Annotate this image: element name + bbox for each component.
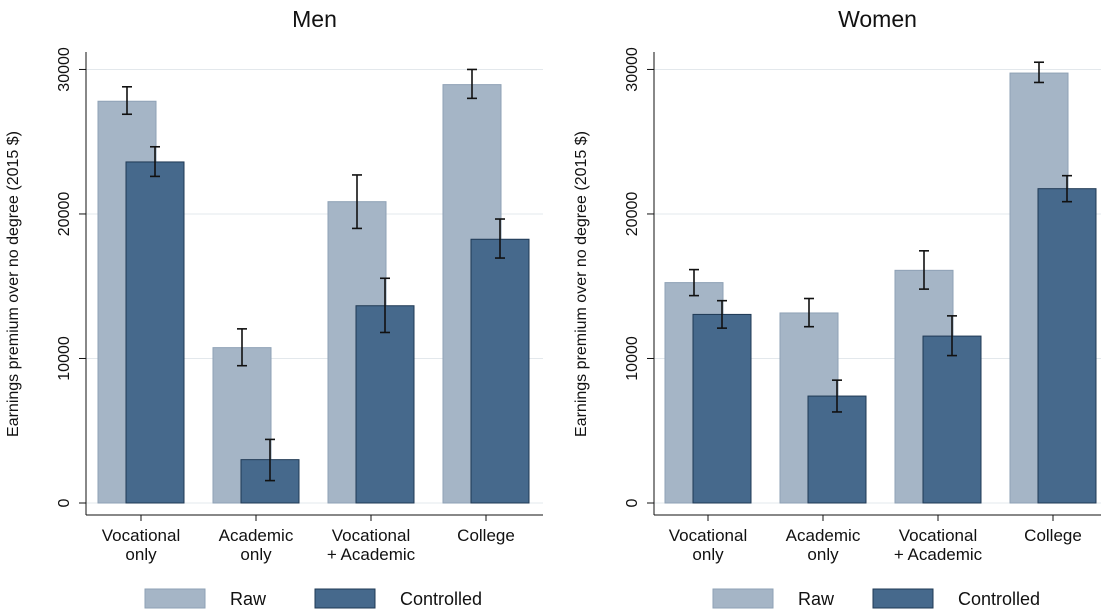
x-tick-label-line: only	[125, 545, 157, 564]
bar-controlled	[922, 335, 982, 504]
x-tick-label: Academic only	[219, 526, 294, 564]
bar-controlled	[692, 313, 752, 504]
women-chart-panel: Women 0 10000 20000 30000 Earnings premium ov…	[568, 0, 1101, 616]
y-tick-label: 10000	[624, 336, 641, 381]
x-tick-label: Academic only	[786, 526, 861, 564]
x-tick-label: College	[457, 526, 515, 545]
x-tick-label-line: only	[692, 545, 724, 564]
legend-swatch	[144, 588, 206, 609]
y-tick-label: 30000	[56, 47, 73, 92]
x-tick-label: Vocational only	[669, 526, 747, 564]
x-tick-label-line: Vocational	[669, 526, 747, 545]
legend-swatch	[712, 588, 774, 609]
bar-controlled	[355, 305, 415, 504]
bar-controlled	[125, 161, 185, 504]
legend-swatch	[872, 588, 934, 609]
y-tick-label: 30000	[624, 47, 641, 92]
legend-label: Controlled	[958, 589, 1040, 609]
x-tick-label: Vocational only	[102, 526, 180, 564]
y-tick-label: 0	[624, 498, 641, 507]
men-chart-panel: Men 0 10000 20000 30000 Earnings premium over…	[5, 6, 543, 609]
x-tick-label-line: Academic	[219, 526, 294, 545]
legend-label: Raw	[230, 589, 267, 609]
bar-controlled	[470, 238, 530, 504]
x-tick-label: College	[1024, 526, 1082, 545]
x-tick-label-line: College	[1024, 526, 1082, 545]
x-tick-label: Vocational + Academic	[327, 526, 416, 564]
x-tick-label-line: Academic	[786, 526, 861, 545]
legend-swatch	[314, 588, 376, 609]
x-tick-label-line: only	[240, 545, 272, 564]
legend-label: Controlled	[400, 589, 482, 609]
x-tick-label: Vocational + Academic	[894, 526, 983, 564]
chart-title: Men	[292, 6, 337, 32]
bar-controlled	[807, 395, 867, 504]
y-tick-label: 10000	[56, 336, 73, 381]
y-axis-label: Earnings premium over no degree (2015 $)	[573, 131, 590, 437]
chart-svg: Women 0 10000 20000 30000 Earnings premium ov…	[573, 6, 1101, 609]
legend-label: Raw	[798, 589, 835, 609]
x-tick-label-line: Vocational	[899, 526, 977, 545]
x-tick-label-line: Vocational	[332, 526, 410, 545]
y-tick-label: 20000	[56, 192, 73, 237]
x-tick-label-line: Vocational	[102, 526, 180, 545]
chart-svg: Men 0 10000 20000 30000 Earnings premium over…	[5, 6, 543, 609]
y-axis-label: Earnings premium over no degree (2015 $)	[5, 131, 22, 437]
chart-title: Women	[838, 6, 917, 32]
x-tick-label-line: + Academic	[327, 545, 416, 564]
x-tick-label-line: only	[807, 545, 839, 564]
x-tick-label-line: College	[457, 526, 515, 545]
y-tick-label: 0	[56, 498, 73, 507]
y-tick-label: 20000	[624, 192, 641, 237]
bar-controlled	[1037, 188, 1097, 504]
x-tick-label-line: + Academic	[894, 545, 983, 564]
